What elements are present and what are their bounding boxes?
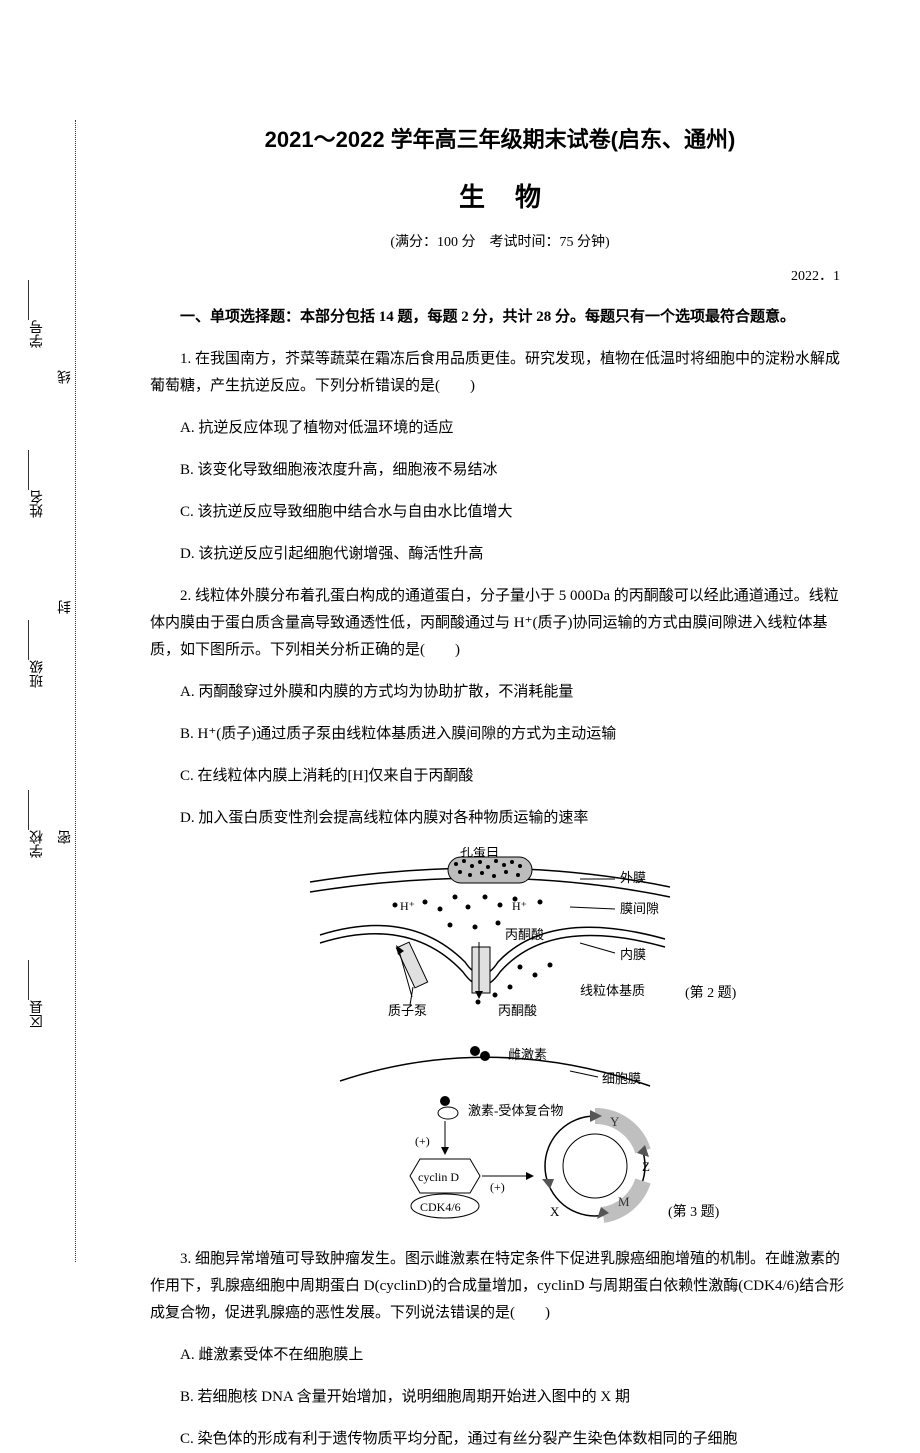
exam-date: 2022．1 [150,264,850,289]
exam-meta: (满分：100 分 考试时间：75 分钟) [150,230,850,255]
figure-3-container: 雌激素 细胞膜 激素-受体复合物 (+) cyclin D CDK4/6 (+) [150,1041,850,1231]
fig3-label-Z: Z [642,1159,650,1174]
seal-char-mi: 密 [56,830,76,844]
page-content: 2021～2022 学年高三年级期末试卷(启东、通州) 生物 (满分：100 分… [100,0,920,1302]
q3-opt-a: A. 雌激素受体不在细胞膜上 [150,1342,850,1369]
field-name-label: 姓名 [30,490,45,518]
q3-stem: 3. 细胞异常增殖可导致肿瘤发生。图示雌激素在特定条件下促进乳腺癌细胞增殖的机制… [150,1246,850,1327]
fig2-label-interspace: 膜间隙 [620,901,659,916]
fig2-caption: (第 2 题) [685,984,737,1001]
seal-char-xian: 线 [56,370,76,384]
fig3-label-plus-2: (+) [490,1180,505,1194]
field-school-label: 学校 [30,830,45,858]
seal-dotted-line [75,120,76,1262]
fig3-label-complex: 激素-受体复合物 [468,1103,563,1118]
seal-char-feng: 封 [56,600,76,614]
fig2-label-protonpump: 质子泵 [388,1003,427,1018]
figure-2-svg: H⁺ H⁺ 孔蛋白 外膜 膜间隙 丙酮酸 内膜 丙酮酸 线粒体基质 质子泵 (第… [250,847,750,1027]
q3-opt-b: B. 若细胞核 DNA 含量开始增加，说明细胞周期开始进入图中的 X 期 [150,1384,850,1411]
q2-opt-a: A. 丙酮酸穿过外膜和内膜的方式均为协助扩散，不消耗能量 [150,679,850,706]
q2-opt-d: D. 加入蛋白质变性剂会提高线粒体内膜对各种物质运输的速率 [150,805,850,832]
fig3-label-plus-1: (+) [415,1134,430,1148]
svg-text:H⁺: H⁺ [512,899,527,913]
fig3-label-M: M [618,1194,630,1209]
fig3-label-Y: Y [610,1114,620,1129]
fig3-label-cdk: CDK4/6 [420,1200,461,1214]
fig3-label-X: X [550,1204,560,1219]
section-1-heading: 一、单项选择题：本部分包括 14 题，每题 2 分，共计 28 分。每题只有一个… [150,304,850,331]
fig2-label-porin: 孔蛋白 [460,847,499,859]
fig3-label-cyclinD: cyclin D [418,1170,459,1184]
figure-2-container: H⁺ H⁺ 孔蛋白 外膜 膜间隙 丙酮酸 内膜 丙酮酸 线粒体基质 质子泵 (第… [150,847,850,1027]
fig2-label-inner: 内膜 [620,947,646,962]
field-county-label: 区县 [30,1000,45,1028]
q2-stem: 2. 线粒体外膜分布着孔蛋白构成的通道蛋白，分子量小于 5 000Da 的丙酮酸… [150,583,850,664]
q2-opt-b: B. H⁺(质子)通过质子泵由线粒体基质进入膜间隙的方式为主动运输 [150,721,850,748]
q1-stem: 1. 在我国南方，芥菜等蔬菜在霜冻后食用品质更佳。研究发现，植物在低温时将细胞中… [150,346,850,400]
fig3-label-estrogen: 雌激素 [508,1047,547,1062]
fig2-label-outer: 外膜 [620,870,646,885]
q1-opt-b: B. 该变化导致细胞液浓度升高，细胞液不易结冰 [150,457,850,484]
binding-margin: 密 封 线 区县 学校 班级 姓名 学号 [0,0,100,1302]
field-school: 学校 [28,790,48,858]
exam-title: 2021～2022 学年高三年级期末试卷(启东、通州) [150,120,850,160]
field-class: 班级 [28,620,48,688]
fig2-label-pyruvate-1: 丙酮酸 [505,927,544,942]
fig2-label-matrix: 线粒体基质 [580,983,645,998]
fig3-label-membrane: 细胞膜 [602,1071,641,1086]
exam-subject: 生物 [150,174,850,221]
field-number: 学号 [28,280,48,348]
q1-opt-a: A. 抗逆反应体现了植物对低温环境的适应 [150,415,850,442]
q2-opt-c: C. 在线粒体内膜上消耗的[H]仅来自于丙酮酸 [150,763,850,790]
q1-opt-c: C. 该抗逆反应导致细胞中结合水与自由水比值增大 [150,499,850,526]
q1-opt-d: D. 该抗逆反应引起细胞代谢增强、酶活性升高 [150,541,850,568]
field-number-label: 学号 [30,320,45,348]
figure-3-svg: 雌激素 细胞膜 激素-受体复合物 (+) cyclin D CDK4/6 (+) [250,1041,750,1231]
fig3-caption: (第 3 题) [668,1203,720,1220]
q3-opt-c: C. 染色体的形成有利于遗传物质平均分配，通过有丝分裂产生染色体数相同的子细胞 [150,1426,850,1453]
field-county: 区县 [28,960,48,1028]
field-name: 姓名 [28,450,48,518]
fig2-label-pyruvate-2: 丙酮酸 [498,1003,537,1018]
field-class-label: 班级 [30,660,45,688]
svg-text:H⁺: H⁺ [400,899,415,913]
